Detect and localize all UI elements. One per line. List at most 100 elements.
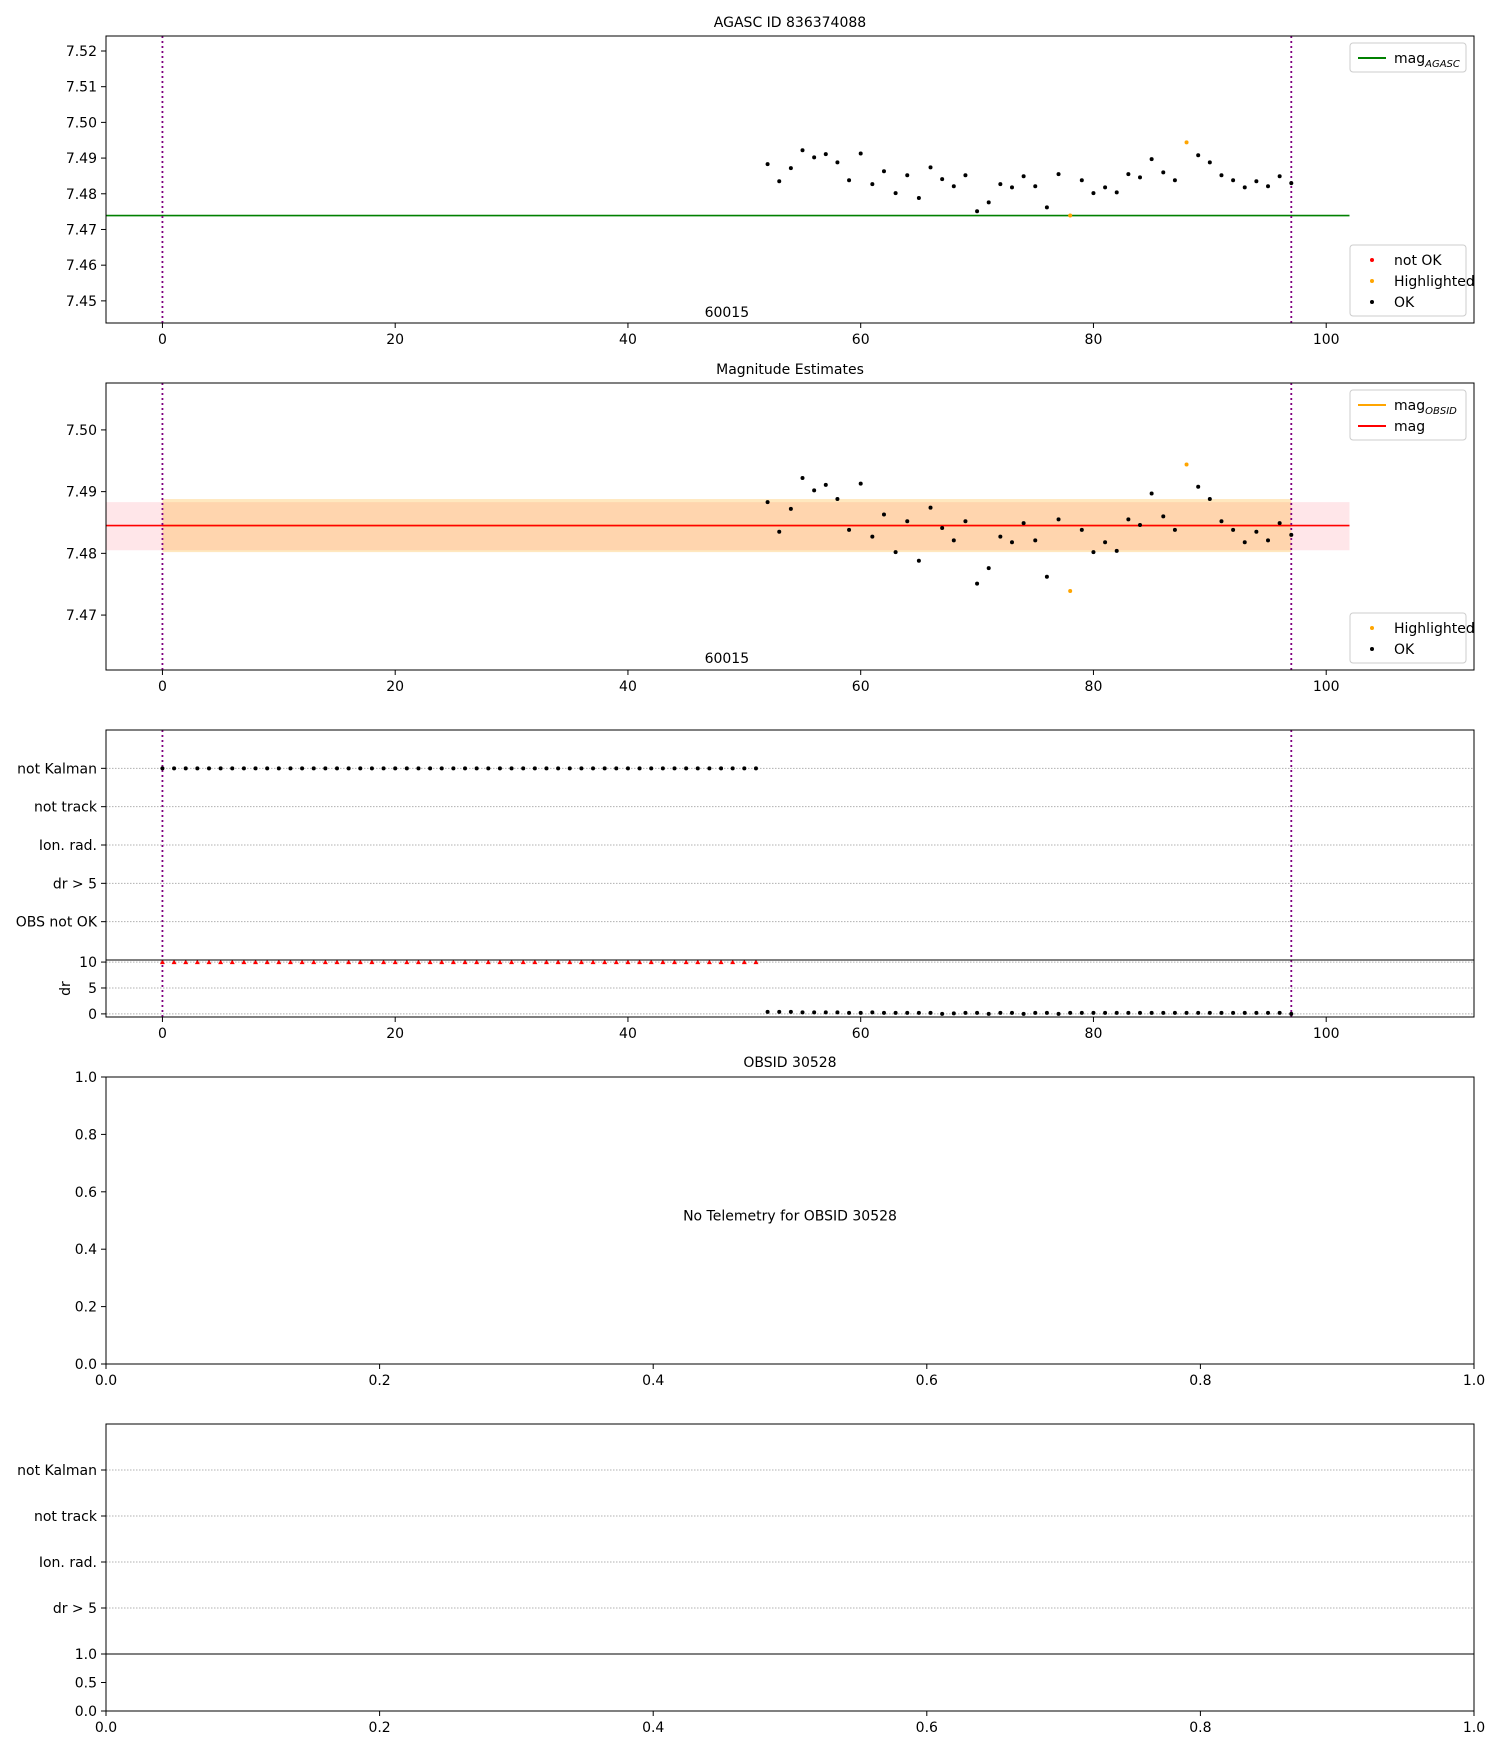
point-dr-clipped (695, 960, 701, 965)
axes-frame (105, 382, 1475, 671)
point-dr-clipped (171, 960, 177, 965)
point-OK (765, 162, 770, 167)
point-dr (1126, 1010, 1131, 1015)
point-not-Kalman (183, 766, 188, 771)
point-dr-clipped (311, 960, 317, 965)
point-OK (1196, 484, 1201, 489)
xtick-label: 40 (619, 679, 637, 695)
xtick-label: 0 (158, 1026, 167, 1042)
point-dr-clipped (660, 960, 666, 965)
legend-marker (1370, 647, 1374, 651)
point-not-Kalman (241, 766, 246, 771)
point-not-Kalman (323, 766, 328, 771)
point-OK (975, 581, 980, 586)
point-OK (1103, 185, 1108, 190)
legend-marker (1370, 279, 1374, 283)
point-OK (858, 151, 863, 156)
point-not-Kalman (276, 766, 281, 771)
axes-frame (105, 35, 1475, 324)
point-not-Kalman (206, 766, 211, 771)
point-dr (823, 1010, 828, 1015)
point-dr-clipped (415, 960, 421, 965)
point-not-Kalman (451, 766, 456, 771)
plot-area (106, 730, 1474, 960)
point-Highlighted (1184, 462, 1189, 467)
point-dr (1231, 1010, 1236, 1015)
point-OK (1254, 529, 1259, 534)
point-dr-clipped (299, 960, 305, 965)
ytick-label: 7.47 (66, 608, 97, 624)
point-OK (1207, 160, 1212, 165)
ytick-label: 0.6 (75, 1185, 97, 1201)
point-OK (1009, 185, 1014, 190)
point-Highlighted (1068, 588, 1073, 593)
legend-box (1349, 612, 1467, 664)
xtick-label: 20 (386, 1026, 404, 1042)
point-dr-clipped (264, 960, 270, 965)
point-dr (1172, 1010, 1177, 1015)
legend-marker (1370, 626, 1374, 630)
legend-label: not OK (1394, 253, 1442, 269)
point-dr-clipped (532, 960, 538, 965)
point-not-Kalman (707, 766, 712, 771)
point-not-Kalman (567, 766, 572, 771)
point-not-Kalman (474, 766, 479, 771)
point-dr (940, 1011, 945, 1016)
point-dr (870, 1010, 875, 1015)
point-dr (1044, 1010, 1049, 1015)
point-dr (986, 1011, 991, 1016)
legend-subscript: AGASC (1424, 59, 1460, 70)
point-OK (1266, 538, 1271, 543)
point-not-Kalman (288, 766, 293, 771)
plot-area (106, 960, 1474, 1017)
xtick-label: 0.6 (916, 1373, 938, 1389)
point-not-Kalman (614, 766, 619, 771)
point-dr-clipped (671, 960, 677, 965)
point-dr (1033, 1010, 1038, 1015)
ytick-label: 0.4 (75, 1242, 97, 1258)
point-not-Kalman (637, 766, 642, 771)
legend-label: OK (1394, 295, 1415, 311)
point-dr (951, 1011, 956, 1016)
point-OK (1114, 548, 1119, 553)
point-not-Kalman (625, 766, 630, 771)
point-OK (893, 191, 898, 196)
point-dr (1103, 1010, 1108, 1015)
point-dr (1056, 1011, 1061, 1016)
point-not-Kalman (660, 766, 665, 771)
point-dr (1207, 1010, 1212, 1015)
point-OK (963, 173, 968, 178)
point-OK (1033, 538, 1038, 543)
point-dr (1091, 1010, 1096, 1015)
point-OK (1242, 540, 1247, 545)
ytick-label: 7.48 (66, 187, 97, 203)
xtick-label: 60 (852, 679, 870, 695)
ytick-label: 7.45 (66, 294, 97, 310)
point-dr-clipped (741, 960, 747, 965)
point-OK (951, 538, 956, 543)
point-OK (998, 182, 1003, 187)
point-OK (777, 529, 782, 534)
ytick-label: dr > 5 (53, 1601, 97, 1617)
annotation: No Telemetry for OBSID 30528 (683, 1209, 897, 1225)
point-not-Kalman (602, 766, 607, 771)
ytick-label: not Kalman (17, 1463, 97, 1479)
point-dr-clipped (357, 960, 363, 965)
point-dr (1021, 1011, 1026, 1016)
point-dr (905, 1010, 910, 1015)
legend-bottom-right: Highlighted OK (1349, 612, 1475, 664)
point-OK (1114, 190, 1119, 195)
point-OK (1242, 185, 1247, 190)
point-dr-clipped (287, 960, 293, 965)
point-OK (1254, 179, 1259, 184)
point-OK (940, 177, 945, 182)
point-not-Kalman (416, 766, 421, 771)
point-dr-clipped (427, 960, 433, 965)
point-OK (963, 519, 968, 524)
point-dr-clipped (253, 960, 259, 965)
xtick-label: 0.8 (1189, 1720, 1211, 1736)
point-not-Kalman (463, 766, 468, 771)
legend-box (1349, 244, 1467, 317)
point-dr-clipped (369, 960, 375, 965)
